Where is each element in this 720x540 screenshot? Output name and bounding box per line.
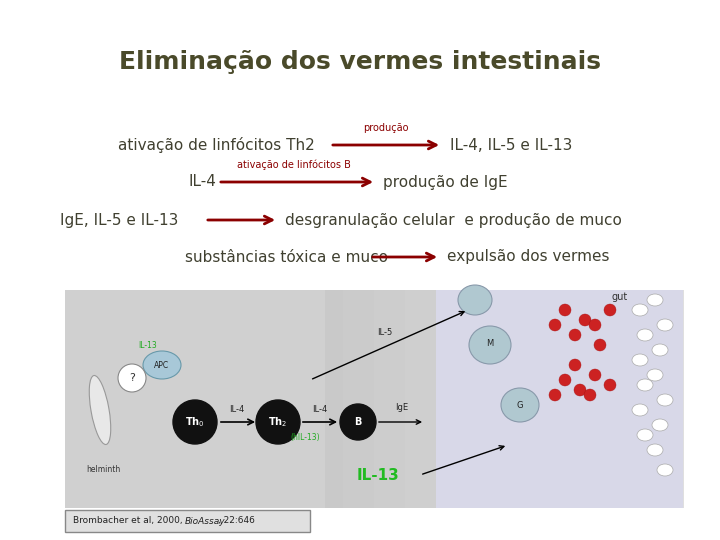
Bar bbox=[312, 290, 344, 508]
Text: produção: produção bbox=[364, 123, 409, 133]
Circle shape bbox=[340, 404, 376, 440]
Bar bbox=[436, 290, 468, 508]
Ellipse shape bbox=[657, 394, 673, 406]
Ellipse shape bbox=[632, 404, 648, 416]
Bar bbox=[251, 290, 282, 508]
Bar bbox=[96, 290, 128, 508]
Text: IL-4: IL-4 bbox=[188, 174, 216, 190]
Text: (hIL-13): (hIL-13) bbox=[290, 433, 320, 442]
Ellipse shape bbox=[647, 444, 663, 456]
Text: ?: ? bbox=[129, 373, 135, 383]
Ellipse shape bbox=[647, 369, 663, 381]
Text: ativação de linfócitos B: ativação de linfócitos B bbox=[237, 159, 351, 170]
Ellipse shape bbox=[647, 294, 663, 306]
Circle shape bbox=[549, 319, 561, 331]
Text: ativação de linfócitos Th2: ativação de linfócitos Th2 bbox=[118, 137, 315, 153]
Circle shape bbox=[549, 389, 561, 401]
Ellipse shape bbox=[657, 319, 673, 331]
Text: BioAssay: BioAssay bbox=[185, 516, 225, 525]
Circle shape bbox=[118, 364, 146, 392]
Text: IL-4: IL-4 bbox=[230, 405, 245, 414]
Ellipse shape bbox=[632, 304, 648, 316]
Text: B: B bbox=[354, 417, 361, 427]
Ellipse shape bbox=[89, 375, 111, 444]
Bar bbox=[65, 290, 683, 508]
Bar bbox=[652, 290, 684, 508]
Text: Th$_2$: Th$_2$ bbox=[269, 415, 287, 429]
Circle shape bbox=[559, 304, 571, 316]
Bar bbox=[158, 290, 189, 508]
Ellipse shape bbox=[652, 419, 668, 431]
Text: IL-4: IL-4 bbox=[312, 405, 328, 414]
Text: IgE, IL-5 e IL-13: IgE, IL-5 e IL-13 bbox=[60, 213, 179, 227]
Circle shape bbox=[589, 369, 601, 381]
Text: Brombacher et al, 2000,: Brombacher et al, 2000, bbox=[73, 516, 186, 525]
Bar bbox=[528, 290, 560, 508]
Ellipse shape bbox=[652, 344, 668, 356]
Bar bbox=[498, 290, 529, 508]
Circle shape bbox=[173, 400, 217, 444]
Bar bbox=[467, 290, 498, 508]
Circle shape bbox=[584, 389, 596, 401]
Circle shape bbox=[569, 359, 581, 371]
Bar bbox=[374, 290, 406, 508]
Text: , 22:646: , 22:646 bbox=[218, 516, 255, 525]
Text: IL-5: IL-5 bbox=[377, 328, 392, 337]
Bar bbox=[65, 290, 97, 508]
Circle shape bbox=[594, 339, 606, 351]
Circle shape bbox=[589, 319, 601, 331]
Ellipse shape bbox=[143, 351, 181, 379]
Bar bbox=[621, 290, 653, 508]
Bar bbox=[559, 290, 591, 508]
Text: Th$_0$: Th$_0$ bbox=[185, 415, 204, 429]
Text: IL-13: IL-13 bbox=[356, 468, 400, 483]
Text: helminth: helminth bbox=[86, 465, 120, 474]
Ellipse shape bbox=[637, 429, 653, 441]
Circle shape bbox=[579, 314, 591, 326]
Ellipse shape bbox=[632, 354, 648, 366]
Text: IgE: IgE bbox=[395, 403, 408, 412]
Circle shape bbox=[574, 384, 586, 396]
Bar bbox=[220, 290, 251, 508]
Text: IL-4, IL-5 e IL-13: IL-4, IL-5 e IL-13 bbox=[450, 138, 572, 152]
Bar bbox=[343, 290, 375, 508]
Text: expulsão dos vermes: expulsão dos vermes bbox=[447, 249, 610, 265]
Ellipse shape bbox=[637, 379, 653, 391]
Ellipse shape bbox=[501, 388, 539, 422]
Circle shape bbox=[569, 329, 581, 341]
Text: M: M bbox=[487, 340, 494, 348]
Text: IL-13: IL-13 bbox=[139, 341, 158, 350]
Text: produção de IgE: produção de IgE bbox=[383, 174, 508, 190]
Circle shape bbox=[256, 400, 300, 444]
Text: APC: APC bbox=[154, 361, 170, 369]
Ellipse shape bbox=[458, 285, 492, 315]
Text: substâncias tóxica e muco: substâncias tóxica e muco bbox=[185, 249, 388, 265]
Ellipse shape bbox=[637, 329, 653, 341]
Circle shape bbox=[559, 374, 571, 386]
Ellipse shape bbox=[469, 326, 511, 364]
Bar bbox=[65, 510, 310, 532]
Bar bbox=[127, 290, 158, 508]
Ellipse shape bbox=[657, 464, 673, 476]
Text: gut: gut bbox=[612, 292, 628, 302]
Circle shape bbox=[604, 379, 616, 391]
Text: Eliminação dos vermes intestinais: Eliminação dos vermes intestinais bbox=[119, 50, 601, 74]
Bar bbox=[436, 290, 683, 508]
Circle shape bbox=[604, 304, 616, 316]
Bar bbox=[189, 290, 220, 508]
Bar bbox=[590, 290, 622, 508]
Bar bbox=[282, 290, 313, 508]
Bar bbox=[65, 290, 325, 508]
Text: G: G bbox=[517, 402, 523, 410]
Text: desgranulação celular  e produção de muco: desgranulação celular e produção de muco bbox=[285, 213, 622, 227]
Bar bbox=[405, 290, 437, 508]
